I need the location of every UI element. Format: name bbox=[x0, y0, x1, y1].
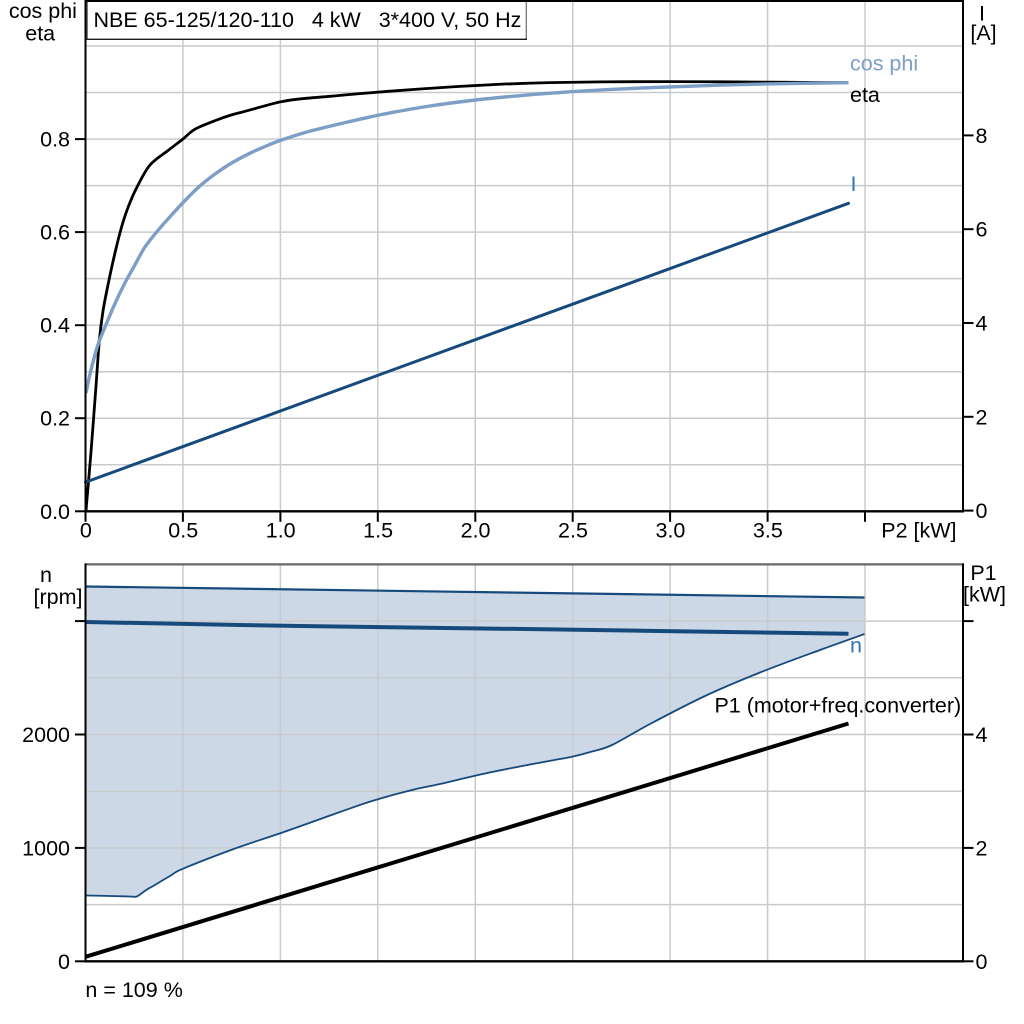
svg-text:0: 0 bbox=[58, 950, 70, 974]
svg-text:n: n bbox=[850, 634, 862, 658]
svg-text:1.5: 1.5 bbox=[363, 519, 393, 543]
svg-text:0.5: 0.5 bbox=[168, 519, 198, 543]
svg-text:I: I bbox=[979, 2, 985, 26]
svg-text:eta: eta bbox=[850, 83, 880, 107]
svg-text:0: 0 bbox=[976, 950, 988, 974]
svg-text:P1: P1 bbox=[970, 561, 996, 585]
svg-text:I: I bbox=[851, 172, 857, 196]
svg-text:1000: 1000 bbox=[22, 836, 70, 860]
svg-text:0.8: 0.8 bbox=[40, 128, 70, 152]
svg-text:3.0: 3.0 bbox=[655, 519, 685, 543]
svg-text:P1 (motor+freq.converter): P1 (motor+freq.converter) bbox=[714, 693, 961, 717]
svg-text:0.6: 0.6 bbox=[40, 221, 70, 245]
svg-text:2: 2 bbox=[976, 836, 988, 860]
svg-text:0.4: 0.4 bbox=[40, 314, 70, 338]
svg-text:2.5: 2.5 bbox=[558, 519, 588, 543]
svg-text:cos phi: cos phi bbox=[9, 0, 77, 23]
svg-text:n: n bbox=[40, 563, 52, 587]
svg-text:4: 4 bbox=[976, 312, 988, 336]
svg-text:0.0: 0.0 bbox=[40, 500, 70, 524]
svg-text:cos phi: cos phi bbox=[850, 52, 918, 76]
svg-text:eta: eta bbox=[25, 21, 55, 45]
svg-text:3.5: 3.5 bbox=[753, 519, 783, 543]
svg-text:0: 0 bbox=[976, 499, 988, 523]
svg-text:n = 109 %: n = 109 % bbox=[85, 978, 182, 1002]
svg-text:0: 0 bbox=[80, 519, 92, 543]
svg-text:[A]: [A] bbox=[970, 21, 996, 45]
svg-text:[kW]: [kW] bbox=[963, 583, 1006, 607]
svg-text:4: 4 bbox=[976, 723, 988, 747]
svg-text:2: 2 bbox=[976, 405, 988, 429]
svg-text:P2 [kW]: P2 [kW] bbox=[881, 519, 956, 543]
svg-text:8: 8 bbox=[976, 124, 988, 148]
svg-text:2.0: 2.0 bbox=[461, 519, 491, 543]
svg-text:6: 6 bbox=[976, 218, 988, 242]
svg-text:NBE 65-125/120-110 4 kW 3*: NBE 65-125/120-110 4 kW 3*400 V, 50 Hz bbox=[94, 8, 522, 32]
svg-text:[rpm]: [rpm] bbox=[34, 585, 83, 609]
svg-text:2000: 2000 bbox=[22, 723, 70, 747]
svg-text:0.2: 0.2 bbox=[40, 407, 70, 431]
svg-text:1.0: 1.0 bbox=[266, 519, 296, 543]
